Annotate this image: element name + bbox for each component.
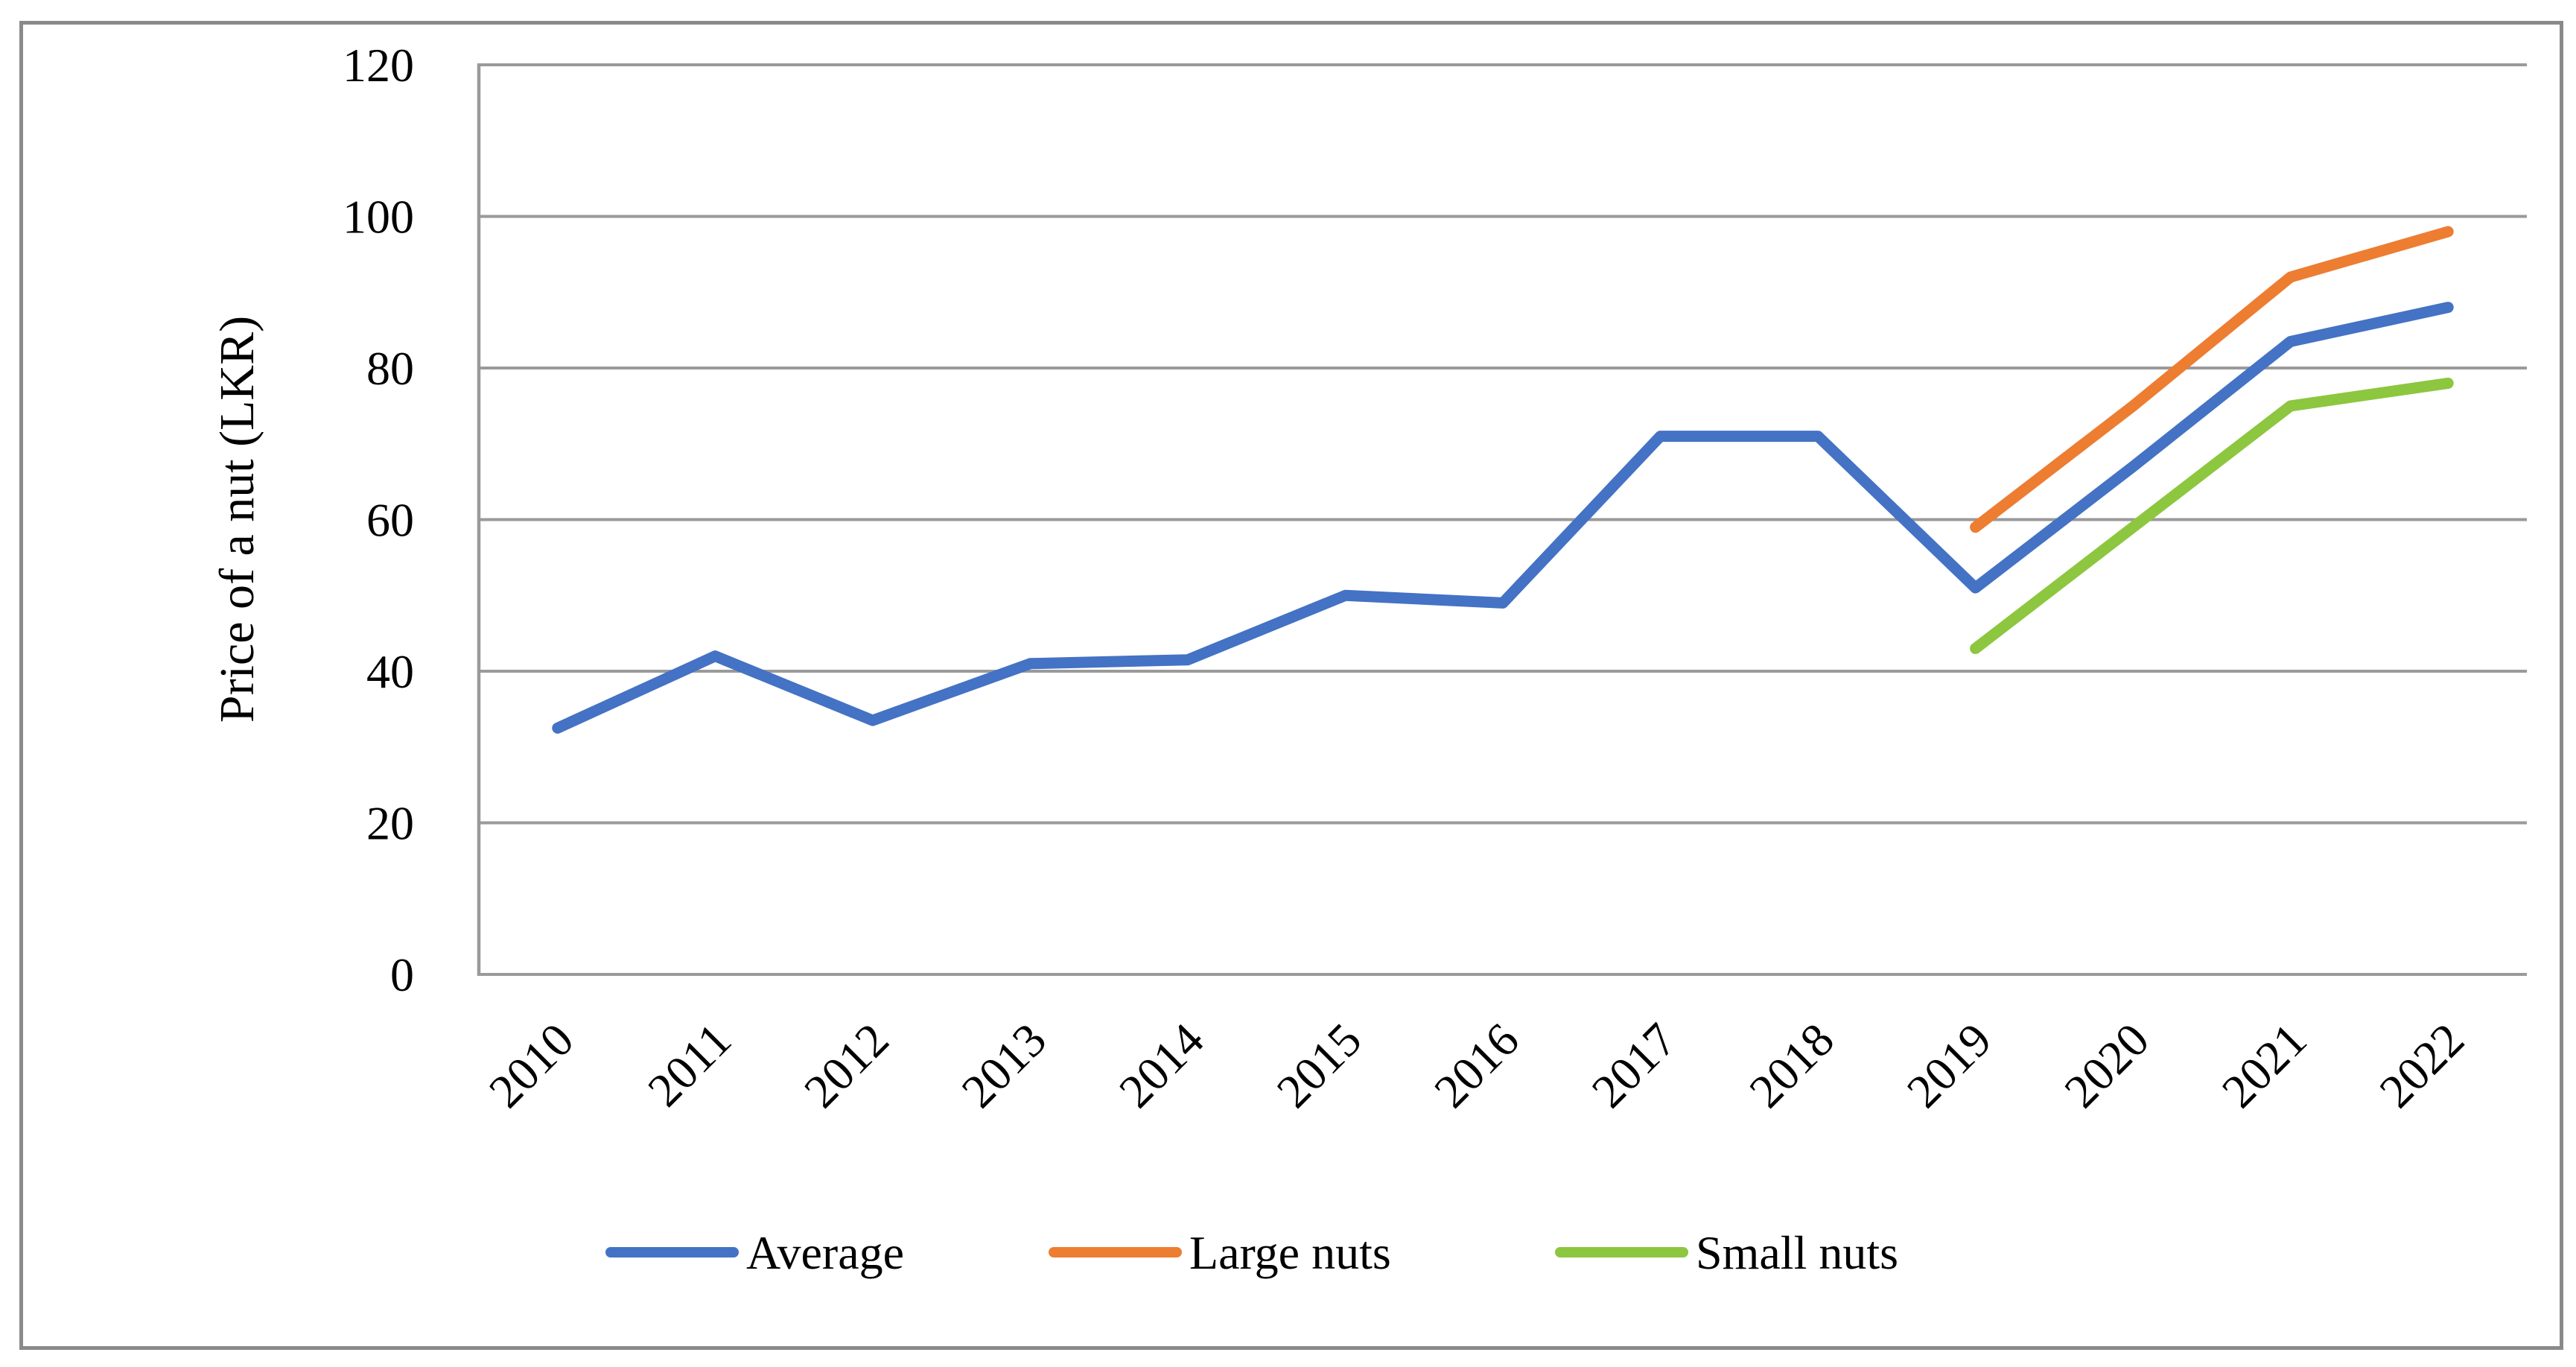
legend-label-small-nuts: Small nuts [1696,1226,1898,1279]
y-tick-label-120: 120 [343,39,414,92]
y-tick-label-0: 0 [390,948,414,1001]
year-label-2019: 2019 [1897,1013,2002,1118]
x-axis-year-labels: 2010 2011 2012 2013 2014 2015 2016 2017 2018 2019… [479,1013,2474,1118]
legend: Average Large nuts Small nuts [605,1226,1898,1279]
year-label-2020: 2020 [2054,1013,2159,1118]
year-label-2012: 2012 [794,1013,899,1118]
year-label-2011: 2011 [637,1013,741,1117]
year-label-2013: 2013 [952,1013,1057,1118]
series-line-large-nuts [1970,226,2454,533]
gridlines [479,63,2527,976]
series-line-small-nuts [1970,377,2454,654]
year-label-2016: 2016 [1424,1013,1529,1118]
year-label-2010: 2010 [479,1013,584,1118]
legend-item-average: Average [605,1226,904,1279]
legend-item-large-nuts: Large nuts [1049,1226,1391,1279]
year-label-2014: 2014 [1109,1013,1214,1118]
legend-item-small-nuts: Small nuts [1555,1226,1898,1279]
legend-label-average: Average [746,1226,904,1279]
y-axis-title: Price of a nut (LKR) [210,316,264,723]
figure-border [19,21,2563,1350]
y-tick-label-100: 100 [343,191,414,244]
year-label-2021: 2021 [2212,1013,2317,1118]
y-axis-tick-labels: 0 20 40 60 80 100 120 [343,39,414,1001]
year-label-2015: 2015 [1267,1013,1372,1118]
year-label-2017: 2017 [1582,1013,1687,1118]
year-label-2018: 2018 [1739,1013,1844,1118]
legend-label-large-nuts: Large nuts [1189,1226,1391,1279]
y-tick-label-40: 40 [366,645,414,698]
data-series-lines [552,226,2454,734]
y-tick-label-20: 20 [366,797,414,850]
y-tick-label-60: 60 [366,494,414,547]
series-line-average [552,302,2454,734]
year-label-2022: 2022 [2369,1013,2474,1118]
y-tick-label-80: 80 [366,342,414,395]
